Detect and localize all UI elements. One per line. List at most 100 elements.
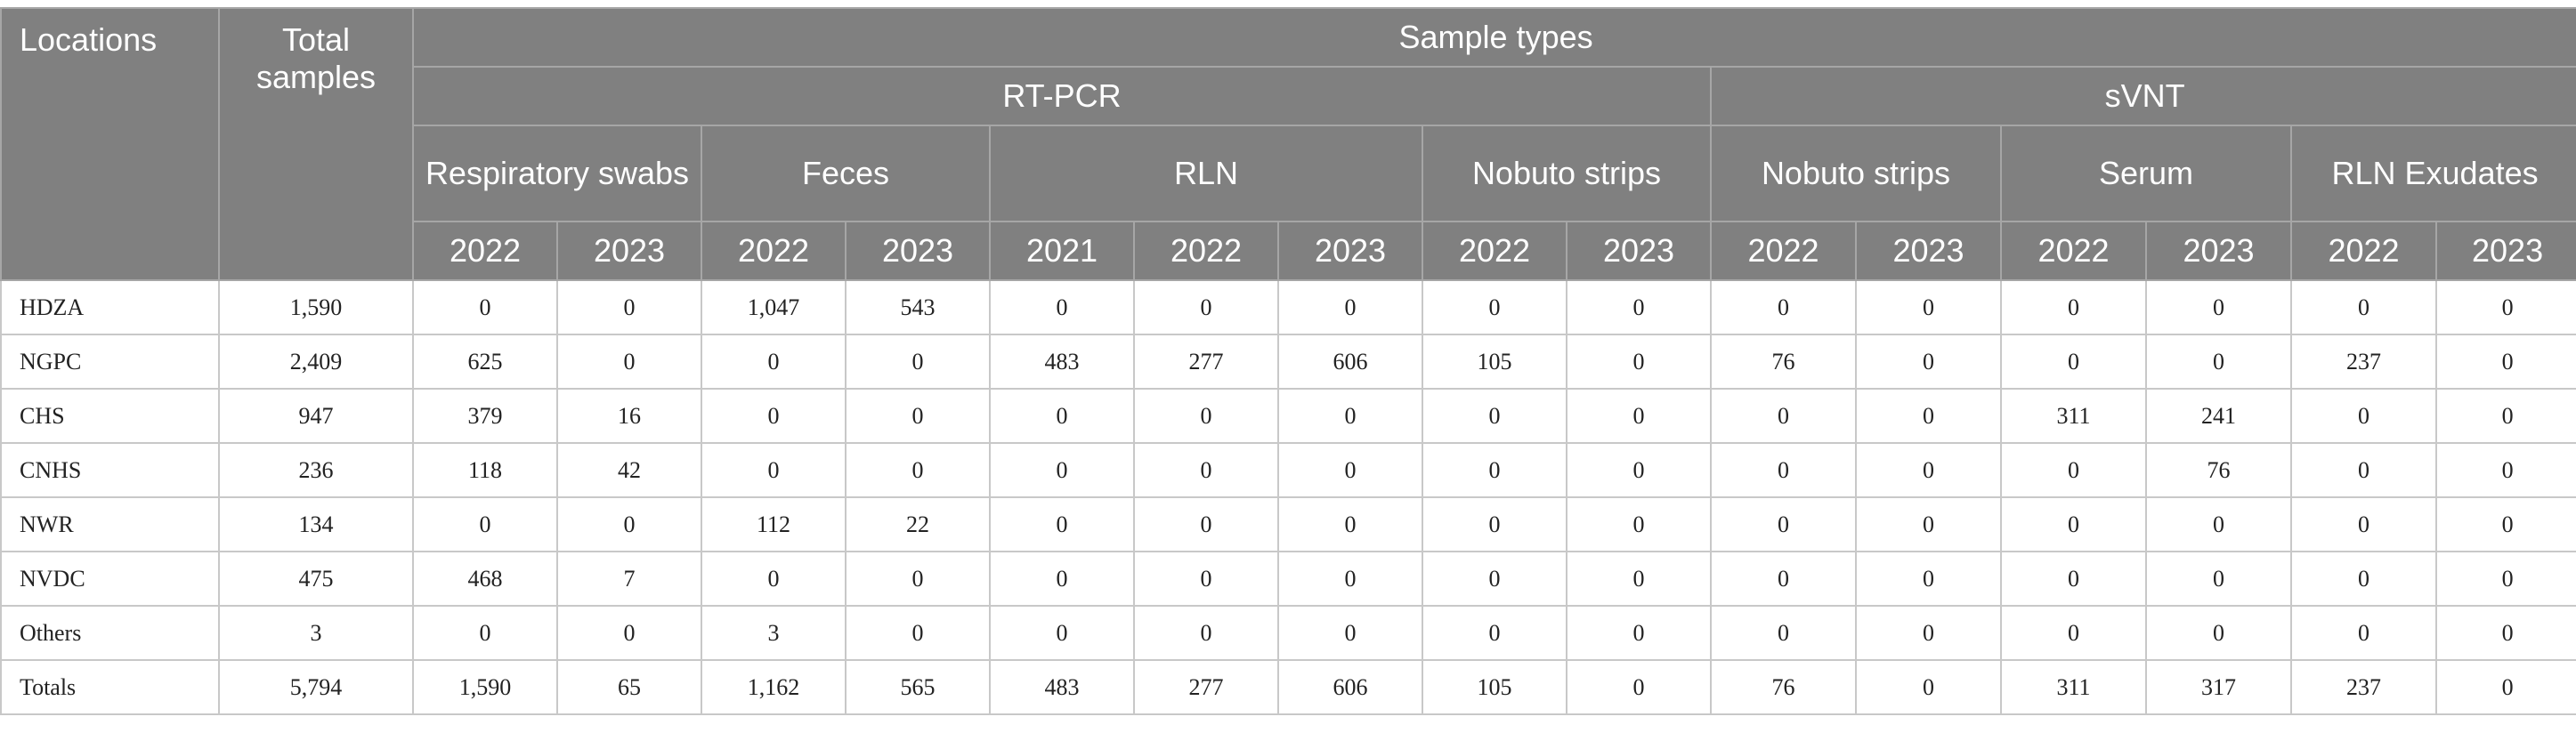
- table-header: Locations Total samples Sample types RT-…: [0, 7, 2576, 281]
- cell-value: 0: [1277, 551, 1423, 607]
- cell-value: 483: [989, 334, 1135, 390]
- table-row: CNHS 236 118 42 0 0 0 0 0 0 0 0 0 0 76 0 0: [0, 442, 2576, 498]
- cell-value: 0: [1566, 605, 1712, 661]
- table-row: NVDC 475 468 7 0 0 0 0 0 0 0 0 0 0 0 0 0: [0, 551, 2576, 607]
- cell-value: 16: [556, 388, 702, 444]
- table-row: Totals 5,794 1,590 65 1,162 565 483 277 606 105 0 7…: [0, 659, 2576, 715]
- cell-value: 105: [1422, 334, 1567, 390]
- cell-value: 606: [1277, 659, 1423, 715]
- cell-value: 0: [989, 551, 1135, 607]
- cell-value: 0: [989, 279, 1135, 335]
- table-row: CHS 947 379 16 0 0 0 0 0 0 0 0 0 311 241 0 0: [0, 388, 2576, 444]
- cell-value: 543: [845, 279, 991, 335]
- cell-total: 947: [218, 388, 414, 444]
- cell-value: 0: [1133, 551, 1279, 607]
- cell-total: 3: [218, 605, 414, 661]
- cell-value: 0: [1855, 279, 2002, 335]
- cell-value: 277: [1133, 334, 1279, 390]
- cell-value: 0: [2434, 659, 2576, 715]
- cell-value: 0: [2290, 442, 2437, 498]
- cell-value: 0: [1855, 659, 2002, 715]
- cell-value: 1,590: [412, 659, 558, 715]
- cell-value: 0: [2145, 605, 2292, 661]
- cell-value: 0: [1277, 388, 1423, 444]
- cell-value: 0: [1566, 551, 1712, 607]
- header-rln-exudates: RLN Exudates: [2289, 125, 2576, 222]
- cell-value: 0: [556, 279, 702, 335]
- header-respiratory-swabs: Respiratory swabs: [412, 125, 702, 222]
- header-year: 2023: [2434, 221, 2576, 281]
- header-year: 2023: [1277, 221, 1423, 281]
- cell-total: 236: [218, 442, 414, 498]
- cell-total: 134: [218, 496, 414, 552]
- cell-value: 0: [701, 334, 847, 390]
- cell-value: 0: [1855, 605, 2002, 661]
- cell-location: NGPC: [0, 334, 220, 390]
- cell-value: 0: [1710, 551, 1857, 607]
- cell-value: 0: [2290, 388, 2437, 444]
- cell-value: 0: [556, 334, 702, 390]
- header-feces: Feces: [701, 125, 991, 222]
- cell-value: 0: [1566, 279, 1712, 335]
- cell-value: 0: [1855, 334, 2002, 390]
- cell-value: 0: [556, 605, 702, 661]
- cell-value: 0: [1710, 496, 1857, 552]
- cell-total: 2,409: [218, 334, 414, 390]
- cell-location: CNHS: [0, 442, 220, 498]
- cell-value: 42: [556, 442, 702, 498]
- cell-value: 22: [845, 496, 991, 552]
- cell-value: 0: [989, 388, 1135, 444]
- header-row-top: Locations Total samples Sample types: [0, 7, 2576, 281]
- cell-value: 0: [1566, 659, 1712, 715]
- cell-value: 0: [1277, 496, 1423, 552]
- cell-value: 0: [1277, 279, 1423, 335]
- header-row-methods: RT-PCR sVNT: [1, 66, 2576, 126]
- header-year: 2022: [412, 221, 558, 281]
- cell-value: 0: [1133, 279, 1279, 335]
- cell-total: 5,794: [218, 659, 414, 715]
- cell-value: 0: [1710, 279, 1857, 335]
- header-total-samples: Total samples: [218, 7, 414, 281]
- cell-total: 1,590: [218, 279, 414, 335]
- cell-value: 0: [845, 388, 991, 444]
- header-method-rt-pcr: RT-PCR: [412, 66, 1712, 126]
- header-sample-types: Sample types: [411, 7, 2576, 68]
- cell-value: 237: [2290, 659, 2437, 715]
- cell-value: 483: [989, 659, 1135, 715]
- table-row: NWR 134 0 0 112 22 0 0 0 0 0 0 0 0 0 0 0: [0, 496, 2576, 552]
- cell-location: NVDC: [0, 551, 220, 607]
- cell-value: 0: [845, 605, 991, 661]
- cell-value: 0: [1566, 442, 1712, 498]
- header-year: 2022: [1422, 221, 1567, 281]
- cell-value: 0: [1133, 442, 1279, 498]
- cell-value: 0: [2290, 279, 2437, 335]
- cell-location: Others: [0, 605, 220, 661]
- cell-value: 0: [2434, 551, 2576, 607]
- cell-value: 105: [1422, 659, 1567, 715]
- cell-value: 0: [1855, 388, 2002, 444]
- cell-value: 1,162: [701, 659, 847, 715]
- cell-value: 0: [2000, 605, 2147, 661]
- cell-value: 0: [2145, 334, 2292, 390]
- sample-types-table: Locations Total samples Sample types RT-…: [0, 7, 2576, 715]
- header-year: 2022: [701, 221, 847, 281]
- cell-value: 0: [1710, 605, 1857, 661]
- cell-value: 1,047: [701, 279, 847, 335]
- cell-value: 0: [701, 551, 847, 607]
- cell-value: 0: [989, 605, 1135, 661]
- cell-value: 0: [1855, 551, 2002, 607]
- cell-value: 606: [1277, 334, 1423, 390]
- cell-value: 0: [845, 334, 991, 390]
- cell-value: 0: [1422, 605, 1567, 661]
- cell-value: 0: [701, 388, 847, 444]
- header-nobuto-strips-rtpcr: Nobuto strips: [1422, 125, 1712, 222]
- header-row-years: 2022 2023 2022 2023 2021 2022 2023 2022 2023 2022…: [1, 221, 2576, 281]
- header-year: 2022: [2290, 221, 2437, 281]
- cell-value: 118: [412, 442, 558, 498]
- cell-value: 7: [556, 551, 702, 607]
- cell-value: 0: [1566, 496, 1712, 552]
- header-method-svnt: sVNT: [1709, 66, 2576, 126]
- cell-value: 0: [1566, 388, 1712, 444]
- cell-value: 0: [412, 605, 558, 661]
- cell-value: 112: [701, 496, 847, 552]
